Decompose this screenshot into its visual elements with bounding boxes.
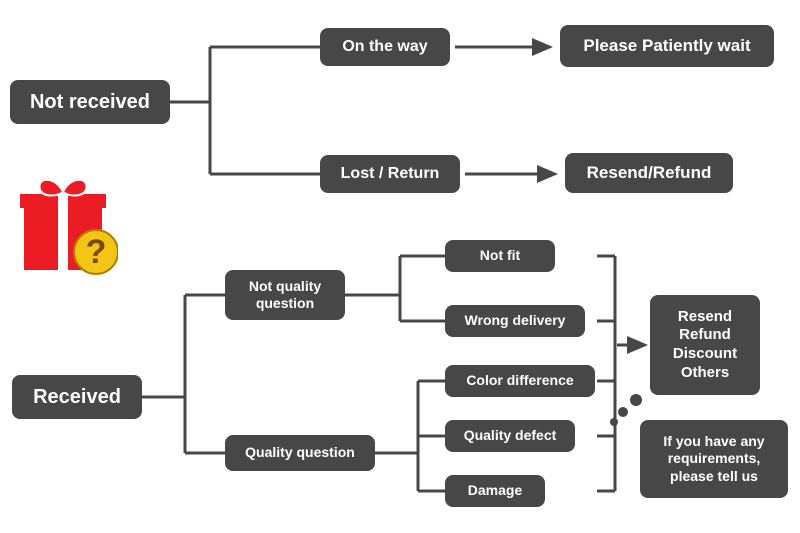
thought-dot <box>610 418 618 426</box>
node-not-received: Not received <box>10 80 170 124</box>
line: Others <box>681 364 729 383</box>
label: Lost / Return <box>341 164 440 184</box>
label: Damage <box>468 482 522 500</box>
thought-dot <box>618 407 628 417</box>
label: Not received <box>30 90 150 115</box>
node-quality-question: Quality question <box>225 435 375 471</box>
thought-dot <box>630 394 642 406</box>
node-requirements: If you have any requirements, please tel… <box>640 420 788 498</box>
label: Not quality question <box>233 278 337 313</box>
line: If you have any <box>663 433 764 451</box>
label: Please Patiently wait <box>583 35 750 56</box>
line: please tell us <box>670 468 758 486</box>
line: Discount <box>673 345 737 364</box>
node-resend-refund: Resend/Refund <box>565 153 733 193</box>
gift-question-icon: ? <box>18 170 118 280</box>
node-color-difference: Color difference <box>445 365 595 397</box>
line: Refund <box>679 326 731 345</box>
node-not-quality-question: Not quality question <box>225 270 345 320</box>
label: Wrong delivery <box>465 312 566 330</box>
label: Quality defect <box>464 427 557 445</box>
label: Resend/Refund <box>587 162 712 183</box>
label: Color difference <box>466 372 573 390</box>
node-please-wait: Please Patiently wait <box>560 25 774 67</box>
node-not-fit: Not fit <box>445 240 555 272</box>
label: On the way <box>342 37 427 57</box>
node-damage: Damage <box>445 475 545 507</box>
label: Quality question <box>245 444 355 462</box>
node-on-the-way: On the way <box>320 28 450 66</box>
label: Received <box>33 385 121 410</box>
line: requirements, <box>668 450 761 468</box>
node-wrong-delivery: Wrong delivery <box>445 305 585 337</box>
node-outcomes: Resend Refund Discount Others <box>650 295 760 395</box>
svg-text:?: ? <box>86 233 107 271</box>
label: Not fit <box>480 247 520 265</box>
node-received: Received <box>12 375 142 419</box>
node-quality-defect: Quality defect <box>445 420 575 452</box>
node-lost-return: Lost / Return <box>320 155 460 193</box>
line: Resend <box>678 308 732 327</box>
